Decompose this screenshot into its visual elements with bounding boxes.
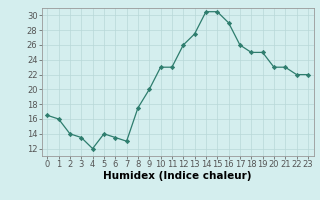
X-axis label: Humidex (Indice chaleur): Humidex (Indice chaleur) <box>103 171 252 181</box>
